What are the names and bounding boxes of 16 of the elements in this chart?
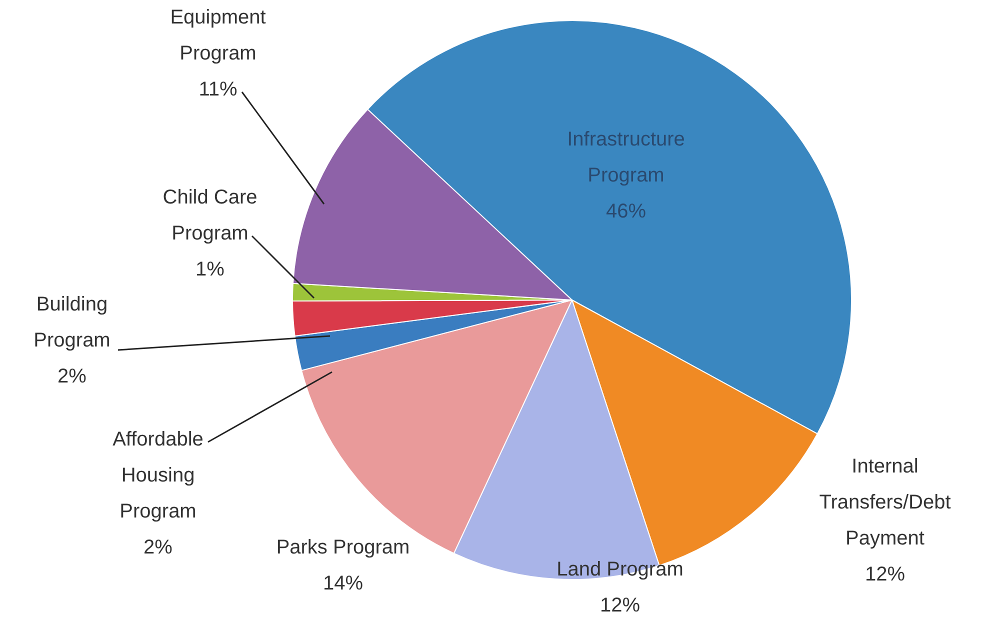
- slice-label: Land Program: [556, 558, 684, 581]
- slice-label: Equipment Program: [170, 6, 266, 65]
- slice-label: Internal Transfers/Debt Payment: [819, 456, 952, 550]
- slice-label: Infrastructure Program: [567, 128, 685, 187]
- data-label: 12%: [600, 594, 640, 617]
- data-label: 14%: [322, 572, 364, 595]
- data-label: 2%: [58, 366, 87, 388]
- data-label: 2%: [144, 536, 173, 559]
- slice-label: Child Care Program: [162, 186, 258, 245]
- slice-label: Parks Program: [276, 536, 410, 559]
- slice-label: Building Program: [34, 294, 110, 352]
- data-label: 1%: [196, 258, 225, 281]
- slice-label: Affordable Housing Program: [112, 428, 204, 523]
- data-label: 46%: [606, 200, 646, 223]
- data-label: 11%: [198, 78, 238, 101]
- data-label: 12%: [864, 564, 906, 586]
